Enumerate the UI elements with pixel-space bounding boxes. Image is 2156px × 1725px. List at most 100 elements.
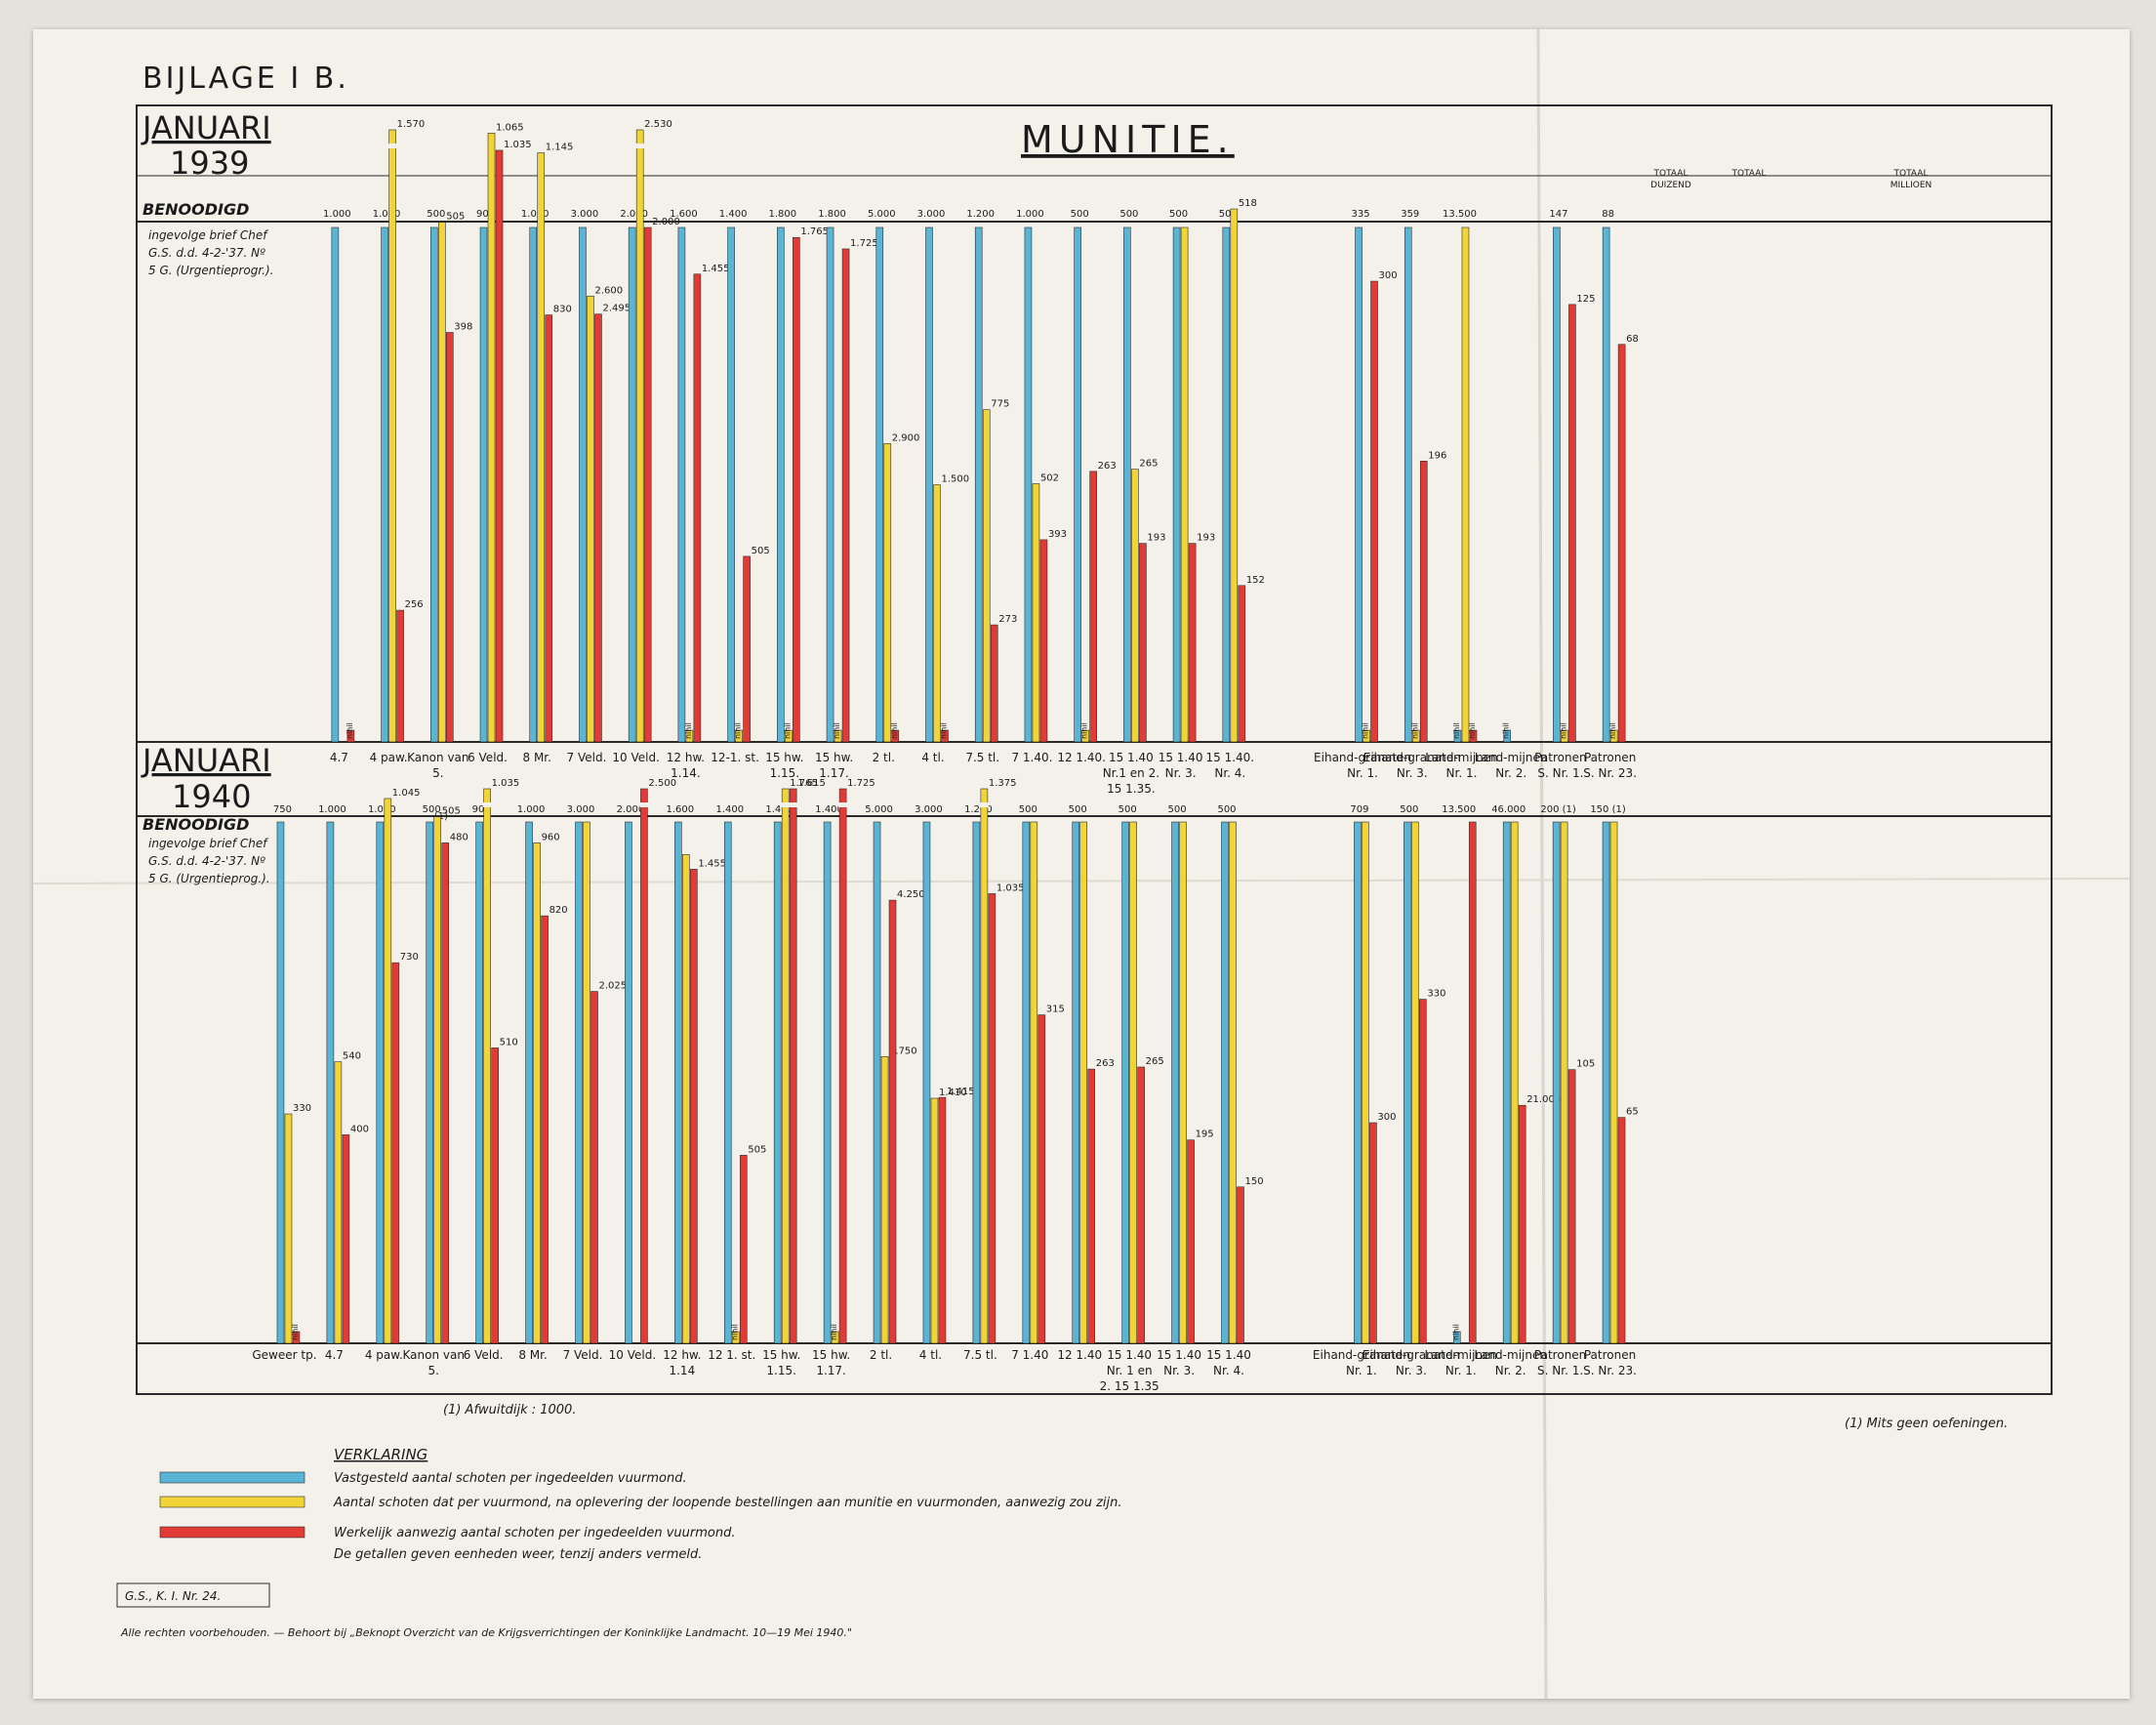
nihil-label: nihil xyxy=(1451,1324,1460,1340)
bar-red-21 xyxy=(1419,460,1428,743)
category-label: 12 hw. xyxy=(663,1348,701,1362)
bar-value-label: 830 xyxy=(553,305,572,315)
benoodigd-value: 500 xyxy=(423,804,441,815)
group-header: MILLIOEN xyxy=(1891,181,1932,190)
bar-value-label: 2.900 xyxy=(892,432,920,443)
bar-blue-13 xyxy=(873,821,881,1344)
category-label: Nr. 3. xyxy=(1396,1364,1427,1377)
panel-1940: 750 330 nihil Geweer tp. 1.000 540 400 4.7 1.000… xyxy=(252,778,1638,1393)
bar-red-14 xyxy=(990,624,998,743)
bar-value-label: 330 xyxy=(1427,989,1445,1000)
bar-value-label: 775 xyxy=(991,399,1009,410)
bar-yellow-15 xyxy=(980,788,989,1344)
bar-red-7 xyxy=(643,226,652,743)
year-label-1939-a: JANUARI xyxy=(141,109,271,146)
bar-blue-21 xyxy=(1403,226,1412,743)
nihil-label: nihil xyxy=(684,722,693,739)
nihil-label: nihil xyxy=(291,1324,300,1340)
bar-blue-23 xyxy=(1452,1331,1461,1344)
bar-blue-6 xyxy=(525,821,533,1344)
bar-yellow-1 xyxy=(284,1113,293,1344)
benoodigd-value: 500 xyxy=(1119,209,1138,220)
bar-value-label: 2.600 xyxy=(594,285,623,296)
nihil-label: nihil xyxy=(1502,722,1511,739)
bar-blue-10 xyxy=(723,821,732,1344)
bar-red-17 xyxy=(1087,1068,1096,1344)
bar-blue-8 xyxy=(677,226,686,743)
legend-swatch-red xyxy=(159,1526,305,1539)
nihil-label: nihil xyxy=(783,722,792,739)
bar-red-12 xyxy=(838,788,847,1344)
benoodigd-value: 88 xyxy=(1602,209,1614,220)
bar-blue-3 xyxy=(429,226,438,743)
bar-yellow-2 xyxy=(388,129,396,743)
legend-title: VERKLARING xyxy=(334,1446,427,1463)
bar-yellow-21 xyxy=(1362,821,1369,1344)
benoodigd-value: 1.400 xyxy=(765,804,793,815)
bar-value-label: 1.570 xyxy=(397,119,426,130)
group-header: TOTAAL xyxy=(1893,169,1929,179)
bar-blue-24 xyxy=(1553,226,1561,743)
bar-blue-1 xyxy=(331,226,340,743)
benoodigd-value: 1.000 xyxy=(323,209,351,220)
category-label: Nr.1 en 2. xyxy=(1103,766,1159,780)
bar-blue-22 xyxy=(1403,821,1411,1344)
benoodigd-value: 500 xyxy=(1219,209,1238,220)
bar-red-6 xyxy=(594,313,602,743)
bar-blue-9 xyxy=(727,226,735,743)
bar-yellow-15 xyxy=(1032,483,1040,743)
bar-red-4 xyxy=(441,842,450,1344)
bar-yellow-10 xyxy=(731,1331,740,1344)
chart-sheet: BIJLAGE I B. MUNITIE. JANUARI 1939 BENOO… xyxy=(33,29,2130,1699)
benoodigd-value: 1.800 xyxy=(769,209,797,220)
note-afwuitdijk: (1) Afwuitdijk : 1000. xyxy=(443,1403,576,1417)
benoodigd-value: 900 xyxy=(476,209,495,220)
bar-yellow-6 xyxy=(587,295,594,743)
bar-yellow-14 xyxy=(982,409,991,743)
category-label: S. Nr. 1. xyxy=(1537,766,1583,780)
bar-red-18 xyxy=(1188,543,1197,743)
bar-value-label: 263 xyxy=(1096,1058,1115,1069)
bar-value-label: 256 xyxy=(405,599,424,610)
bar-value-label: 68 xyxy=(1626,334,1639,345)
bar-value-label: 400 xyxy=(350,1124,369,1134)
bar-value-label: 4.250 xyxy=(897,889,925,900)
group-headers: TOTAAL DUIZEND TOTAAL TOTAAL MILLIOEN xyxy=(1650,169,1932,190)
bar-value-label: 193 xyxy=(1197,533,1215,544)
bar-blue-12 xyxy=(875,226,884,743)
bar-value-label: 540 xyxy=(343,1051,361,1062)
bar-red-13 xyxy=(941,729,949,743)
bar-blue-19 xyxy=(1171,821,1179,1344)
bar-value-label: 505 xyxy=(752,546,770,556)
fold-crease xyxy=(1536,29,1548,1699)
nihil-label: nihil xyxy=(833,722,841,739)
bar-red-1 xyxy=(292,1331,301,1344)
benoodigd-value: 3.000 xyxy=(567,804,595,815)
chart-title: MUNITIE. xyxy=(1021,118,1235,161)
benoodigd-value: 500 xyxy=(1217,804,1236,815)
benoodigd-value: 500 xyxy=(1400,804,1418,815)
bar-value-label: 265 xyxy=(1146,1056,1164,1067)
bar-blue-4 xyxy=(479,226,488,743)
bar-value-label: 2.500 xyxy=(648,778,676,789)
bar-blue-17 xyxy=(1123,226,1131,743)
bar-red-10 xyxy=(739,1155,748,1344)
nihil-label: nihil xyxy=(1362,722,1370,739)
category-label: Patronen xyxy=(1534,1348,1586,1362)
bar-red-3 xyxy=(391,962,400,1344)
category-label: Nr. 4. xyxy=(1214,766,1245,780)
bar-red-23 xyxy=(1468,821,1477,1344)
category-label: 12-1. st. xyxy=(711,751,759,764)
bar-blue-14 xyxy=(974,226,983,743)
bar-break-mark xyxy=(979,802,989,807)
bar-red-7 xyxy=(590,991,598,1344)
bar-red-18 xyxy=(1137,1066,1145,1344)
category-label: 2. 15 1.35 xyxy=(1100,1379,1159,1393)
category-label: Patronen xyxy=(1584,751,1636,764)
category-label: 4 paw. xyxy=(365,1348,403,1362)
benoodigd-note-line: G.S. d.d. 4-2-'37. Nº xyxy=(148,854,265,868)
category-label: 15 1.35. xyxy=(1107,782,1156,796)
bar-yellow-4 xyxy=(487,133,496,743)
category-label: 1.15. xyxy=(770,766,800,780)
